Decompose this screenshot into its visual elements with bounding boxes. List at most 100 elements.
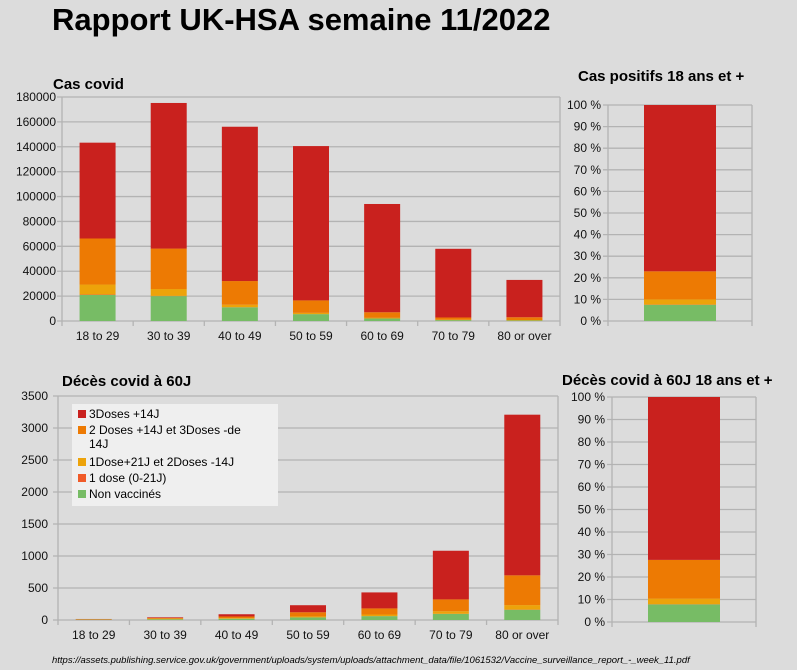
legend-label: 3Doses +14J	[89, 407, 160, 421]
bar-segment	[290, 605, 326, 613]
legend-item: 1 dose (0-21J)	[78, 471, 166, 485]
y-tick-label: 60 %	[574, 184, 602, 198]
bar-segment	[293, 312, 329, 315]
bar-segment	[150, 248, 187, 290]
legend-label: 2 Doses +14J et 3Doses -de	[89, 423, 241, 437]
legend-swatch	[78, 458, 86, 466]
bar-segment	[648, 397, 720, 560]
bar-segment	[432, 550, 469, 600]
bar-segment	[504, 414, 541, 576]
x-tick-label: 70 to 79	[432, 329, 476, 343]
bar-segment	[293, 314, 329, 321]
bar-segment	[644, 105, 716, 272]
source-url: https://assets.publishing.service.gov.uk…	[52, 655, 690, 666]
bar-segment	[506, 279, 543, 318]
bar-segment	[150, 102, 187, 249]
x-tick-label: 30 to 39	[143, 628, 187, 642]
legend: 3Doses +14J 2 Doses +14J et 3Doses -de 14…	[72, 404, 278, 506]
y-tick-label: 60000	[23, 239, 57, 253]
y-tick-label: 40 %	[574, 228, 602, 242]
y-tick-label: 20 %	[574, 271, 602, 285]
y-tick-label: 2000	[21, 485, 48, 499]
chart-title: Cas covid	[53, 76, 124, 93]
x-tick-label: 40 to 49	[215, 628, 259, 642]
legend-item: 2 Doses +14J et 3Doses -de 14J	[78, 423, 241, 451]
legend-swatch	[78, 490, 86, 498]
bar-segment	[147, 617, 184, 619]
y-tick-label: 2500	[21, 453, 48, 467]
y-tick-label: 80000	[23, 214, 57, 228]
x-tick-label: 80 or over	[497, 329, 551, 343]
y-tick-label: 0 %	[580, 314, 601, 328]
y-tick-label: 10 %	[578, 593, 606, 607]
bar-segment	[79, 284, 116, 295]
legend-label: 1Dose+21J et 2Doses -14J	[89, 455, 235, 469]
y-tick-label: 50 %	[578, 503, 606, 517]
y-tick-label: 100000	[16, 190, 56, 204]
bar-segment	[648, 604, 720, 622]
bar-segment	[221, 281, 258, 305]
y-tick-label: 70 %	[578, 458, 606, 472]
bar-segment	[218, 618, 255, 619]
y-tick-label: 30 %	[574, 249, 602, 263]
bar-segment	[361, 608, 398, 615]
bar-segment	[218, 614, 255, 617]
bar-segment	[432, 613, 469, 620]
chart-title: Cas positifs 18 ans et +	[578, 68, 745, 85]
bar-segment	[506, 317, 543, 321]
chart-cases: Cas covid 0 20000 40000 60000 80000 100000 1200…	[16, 76, 561, 343]
y-tick-label: 20000	[23, 289, 57, 303]
bar-segment	[364, 203, 401, 313]
chart-title: Décès covid à 60J	[62, 373, 191, 390]
x-tick-label: 50 to 59	[289, 329, 333, 343]
y-tick-label: 80 %	[574, 141, 602, 155]
legend-swatch	[78, 426, 86, 434]
y-tick-label: 0	[49, 314, 56, 328]
legend-item: 3Doses +14J	[78, 407, 159, 421]
x-tick-label: 18 to 29	[76, 329, 120, 343]
y-tick-label: 20 %	[578, 570, 606, 584]
bar-segment	[293, 146, 329, 301]
y-tick-label: 80 %	[578, 435, 606, 449]
bar-segment	[147, 618, 184, 620]
bar-segment	[150, 296, 187, 321]
x-tick-label: 70 to 79	[429, 628, 473, 642]
bar-segment	[293, 300, 329, 313]
y-tick-label: 160000	[16, 115, 56, 129]
bar-segment	[504, 609, 541, 620]
bar-segment	[432, 599, 469, 612]
y-tick-label: 90 %	[578, 413, 606, 427]
chart-cases-pct: Cas positifs 18 ans et + 0 % 10 % 20 % 30 % 4…	[567, 68, 753, 328]
y-tick-label: 0 %	[584, 615, 605, 629]
legend-item: Non vaccinés	[78, 487, 161, 501]
bar-segment	[150, 289, 187, 296]
bar-segment	[221, 307, 258, 321]
bar-segment	[361, 614, 398, 617]
legend-swatch	[78, 410, 86, 418]
bar-segment	[644, 304, 716, 321]
y-tick-label: 50 %	[574, 206, 602, 220]
y-tick-label: 30 %	[578, 548, 606, 562]
bar-segment	[432, 611, 469, 614]
bar-segment	[361, 592, 398, 609]
bar-segment	[644, 299, 716, 305]
y-tick-label: 3500	[21, 389, 48, 403]
bar-segment	[79, 238, 116, 285]
bar-segment	[79, 142, 116, 239]
x-tick-label: 80 or over	[495, 628, 549, 642]
bar-segment	[221, 304, 258, 308]
y-tick-label: 40 %	[578, 525, 606, 539]
bar-segment	[290, 612, 326, 617]
x-tick-label: 18 to 29	[72, 628, 116, 642]
y-tick-label: 120000	[16, 165, 56, 179]
chart-title: Décès covid à 60J 18 ans et +	[562, 372, 773, 389]
x-tick-label: 30 to 39	[147, 329, 191, 343]
bar-segment	[648, 559, 720, 599]
legend-swatch	[78, 474, 86, 482]
bar-segment	[218, 618, 255, 620]
legend-item: 1Dose+21J et 2Doses -14J	[78, 455, 234, 469]
y-tick-label: 3000	[21, 421, 48, 435]
bar-segment	[147, 619, 184, 620]
y-tick-label: 180000	[16, 90, 56, 104]
